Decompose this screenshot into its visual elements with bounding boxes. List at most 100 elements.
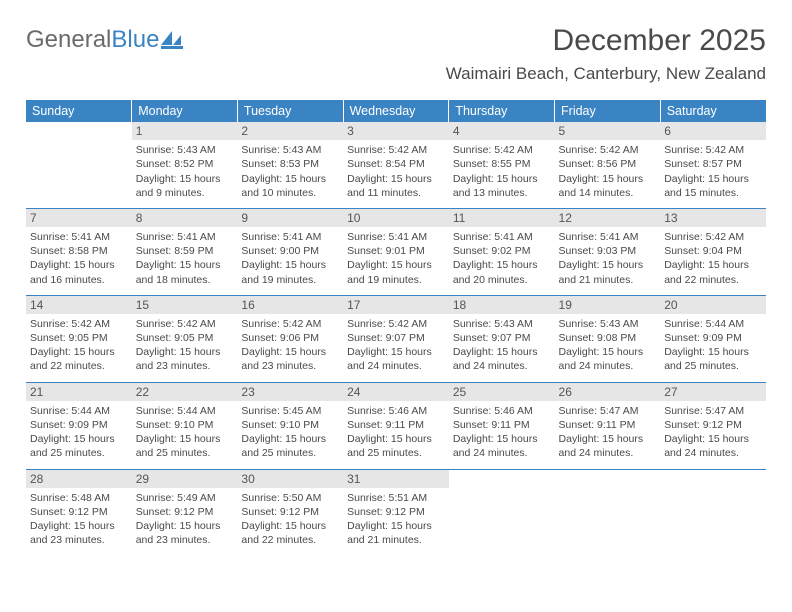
calendar-day-cell: 28Sunrise: 5:48 AMSunset: 9:12 PMDayligh… [26,469,132,555]
daylight-text: Daylight: 15 hours and 25 minutes. [136,432,234,460]
calendar-day-cell: 23Sunrise: 5:45 AMSunset: 9:10 PMDayligh… [237,382,343,469]
daylight-text: Daylight: 15 hours and 22 minutes. [664,258,762,286]
sunset-text: Sunset: 9:12 PM [347,505,445,519]
sunrise-text: Sunrise: 5:48 AM [30,491,128,505]
daylight-text: Daylight: 15 hours and 24 minutes. [453,432,551,460]
sunset-text: Sunset: 9:11 PM [559,418,657,432]
day-number: 5 [555,122,661,140]
sunset-text: Sunset: 9:07 PM [453,331,551,345]
sunrise-text: Sunrise: 5:42 AM [664,143,762,157]
day-number: 14 [26,296,132,314]
day-number: 18 [449,296,555,314]
sunset-text: Sunset: 9:09 PM [664,331,762,345]
sunset-text: Sunset: 9:00 PM [241,244,339,258]
day-number: 19 [555,296,661,314]
weekday-header: Wednesday [343,100,449,122]
calendar-day-cell: 26Sunrise: 5:47 AMSunset: 9:11 PMDayligh… [555,382,661,469]
day-number: 13 [660,209,766,227]
calendar-week-row: 21 Sunrise: 5:44 AMSunset: 9:09 PM Dayligh… [26,382,766,469]
weekday-header: Saturday [660,100,766,122]
calendar-day-cell: 18 Sunrise: 5:43 AMSunset: 9:07 PMDayligh… [449,295,555,382]
day-number: 23 [237,383,343,401]
daylight-text: Daylight: 15 hours and 18 minutes. [136,258,234,286]
calendar-day-cell: 27 Sunrise: 5:47 AMSunset: 9:12 PMDayligh… [660,382,766,469]
header: December 2025 Waimairi Beach, Canterbury… [446,24,766,84]
daylight-text: Daylight: 15 hours and 25 minutes. [664,345,762,373]
day-number: 20 [660,296,766,314]
sunset-text: Sunset: 9:11 PM [347,418,445,432]
daylight-text: Daylight: 15 hours and 24 minutes. [453,345,551,373]
daylight-text: Daylight: 15 hours and 21 minutes. [347,519,445,547]
calendar-day-cell: 6Sunrise: 5:42 AMSunset: 8:57 PMDaylight… [660,122,766,208]
sunset-text: Sunset: 9:12 PM [664,418,762,432]
calendar-day-cell: 17Sunrise: 5:42 AMSunset: 9:07 PMDayligh… [343,295,449,382]
sunrise-text: Sunrise: 5:41 AM [559,230,657,244]
day-number: 25 [449,383,555,401]
sunset-text: Sunset: 9:12 PM [30,505,128,519]
calendar-day-cell: 15Sunrise: 5:42 AMSunset: 9:05 PMDayligh… [132,295,238,382]
sunrise-text: Sunrise: 5:46 AM [347,404,445,418]
day-number: 17 [343,296,449,314]
day-number: 9 [237,209,343,227]
sunrise-text: Sunrise: 5:43 AM [453,317,551,331]
calendar-day-cell: 8Sunrise: 5:41 AMSunset: 8:59 PMDaylight… [132,208,238,295]
sunrise-text: Sunrise: 5:44 AM [664,317,762,331]
calendar-body: 1Sunrise: 5:43 AMSunset: 8:52 PMDaylight… [26,122,766,555]
calendar-day-cell: 13Sunrise: 5:42 AMSunset: 9:04 PMDayligh… [660,208,766,295]
brand-part1: General [26,26,111,54]
calendar-day-cell [449,469,555,555]
sunset-text: Sunset: 8:55 PM [453,157,551,171]
calendar-week-row: 14Sunrise: 5:42 AMSunset: 9:05 PMDayligh… [26,295,766,382]
sunset-text: Sunset: 9:11 PM [453,418,551,432]
sunset-text: Sunset: 9:10 PM [241,418,339,432]
day-number: 21 [26,383,132,401]
sunrise-text: Sunrise: 5:41 AM [30,230,128,244]
sunrise-text: Sunrise: 5:41 AM [453,230,551,244]
calendar-day-cell: 9Sunrise: 5:41 AMSunset: 9:00 PMDaylight… [237,208,343,295]
sunset-text: Sunset: 9:05 PM [30,331,128,345]
day-number: 26 [555,383,661,401]
calendar-day-cell: 22Sunrise: 5:44 AMSunset: 9:10 PMDayligh… [132,382,238,469]
calendar-day-cell: 1Sunrise: 5:43 AMSunset: 8:52 PMDaylight… [132,122,238,208]
sunset-text: Sunset: 9:07 PM [347,331,445,345]
sunset-text: Sunset: 9:09 PM [30,418,128,432]
daylight-text: Daylight: 15 hours and 19 minutes. [347,258,445,286]
calendar-day-cell: 16Sunrise: 5:42 AMSunset: 9:06 PMDayligh… [237,295,343,382]
sunset-text: Sunset: 9:03 PM [559,244,657,258]
daylight-text: Daylight: 15 hours and 22 minutes. [30,345,128,373]
sunset-text: Sunset: 9:12 PM [241,505,339,519]
daylight-text: Daylight: 15 hours and 24 minutes. [664,432,762,460]
sunset-text: Sunset: 9:04 PM [664,244,762,258]
calendar-day-cell: 10Sunrise: 5:41 AMSunset: 9:01 PMDayligh… [343,208,449,295]
calendar-day-cell: 5Sunrise: 5:42 AMSunset: 8:56 PMDaylight… [555,122,661,208]
sunrise-text: Sunrise: 5:42 AM [559,143,657,157]
calendar-day-cell: 7Sunrise: 5:41 AMSunset: 8:58 PMDaylight… [26,208,132,295]
calendar-day-cell: 30Sunrise: 5:50 AMSunset: 9:12 PMDayligh… [237,469,343,555]
daylight-text: Daylight: 15 hours and 16 minutes. [30,258,128,286]
sunrise-text: Sunrise: 5:44 AM [30,404,128,418]
day-number: 27 [660,383,766,401]
sunrise-text: Sunrise: 5:43 AM [241,143,339,157]
sunset-text: Sunset: 9:08 PM [559,331,657,345]
sunrise-text: Sunrise: 5:42 AM [136,317,234,331]
day-number: 28 [26,470,132,488]
day-number: 6 [660,122,766,140]
day-number: 11 [449,209,555,227]
sunset-text: Sunset: 8:52 PM [136,157,234,171]
daylight-text: Daylight: 15 hours and 22 minutes. [241,519,339,547]
sunrise-text: Sunrise: 5:42 AM [347,143,445,157]
page-title: December 2025 [446,24,766,58]
brand-sail-icon [161,31,183,49]
calendar-day-cell: 29Sunrise: 5:49 AMSunset: 9:12 PMDayligh… [132,469,238,555]
daylight-text: Daylight: 15 hours and 10 minutes. [241,172,339,200]
weekday-header: Friday [555,100,661,122]
sunrise-text: Sunrise: 5:43 AM [136,143,234,157]
weekday-header-row: SundayMondayTuesdayWednesdayThursdayFrid… [26,100,766,122]
sunrise-text: Sunrise: 5:47 AM [664,404,762,418]
daylight-text: Daylight: 15 hours and 15 minutes. [664,172,762,200]
day-number: 15 [132,296,238,314]
sunrise-text: Sunrise: 5:42 AM [347,317,445,331]
calendar-week-row: 28Sunrise: 5:48 AMSunset: 9:12 PMDayligh… [26,469,766,555]
daylight-text: Daylight: 15 hours and 23 minutes. [136,345,234,373]
daylight-text: Daylight: 15 hours and 21 minutes. [559,258,657,286]
